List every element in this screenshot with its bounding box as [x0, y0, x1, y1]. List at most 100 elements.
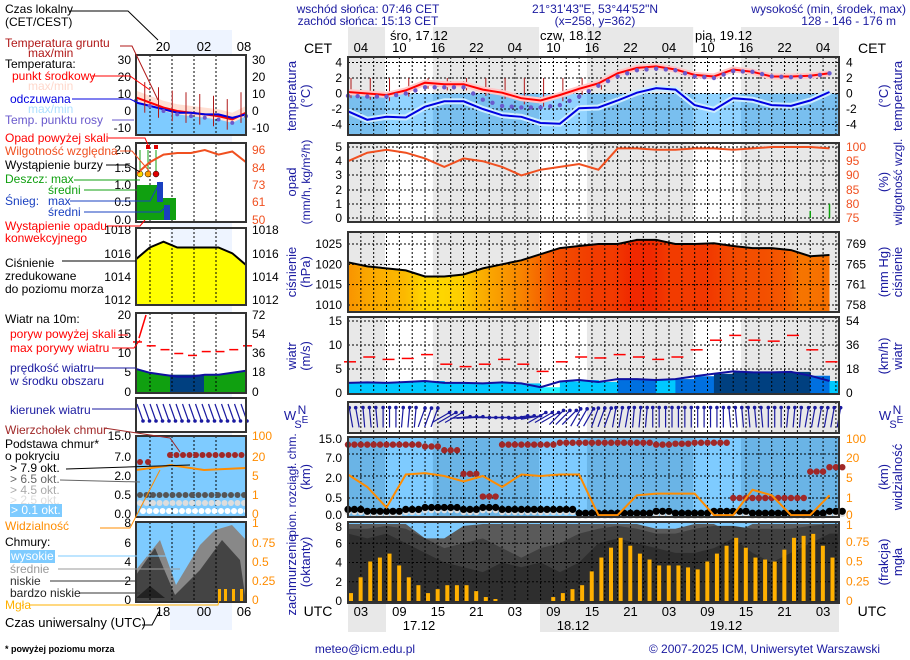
- wind-arrow: [520, 415, 541, 420]
- legend-gust-over: poryw powyżej skali: [10, 327, 117, 341]
- wind-arrow-head: [568, 408, 572, 413]
- mini-temp-tick: 30: [118, 53, 132, 67]
- mini-cloud-base-dot: [218, 508, 224, 514]
- mini-utc-tick: 18: [156, 604, 170, 619]
- mini-precip-tick: 2.0: [114, 143, 131, 157]
- cloud-base-dot: [517, 505, 525, 513]
- cloud-base-dot: [678, 509, 686, 517]
- legend-storm: Wystąpienie burzy: [5, 158, 103, 172]
- contact-email-link[interactable]: meteo@icm.edu.pl: [314, 642, 416, 656]
- dew-point-dot: [798, 74, 803, 80]
- mini-pressure-tick: 1014: [104, 270, 131, 284]
- legend-humidity: Wilgotność względna: [5, 144, 118, 158]
- wind-speed-bar: [559, 381, 580, 393]
- dew-point-dot: [576, 94, 582, 99]
- mini-wind-arrow: [155, 403, 164, 422]
- fog-tick: 0.5: [846, 555, 863, 569]
- legend-wind-speed-1: prędkość wiatru: [10, 361, 95, 375]
- cloud-top-dot: [697, 439, 705, 446]
- dew-point-dot: [711, 75, 717, 81]
- mini-cloud-top-dot: [145, 459, 151, 465]
- cloud-base-dot: [562, 505, 570, 513]
- dew-point-dot: [355, 94, 360, 99]
- cloud-extent-tick: 0.5: [325, 491, 342, 505]
- mini-dew-dot: [216, 117, 221, 122]
- fog-bar: [358, 577, 363, 601]
- cloud-top-dot: [453, 447, 461, 454]
- cloud-base-dot: [755, 509, 763, 517]
- wind-arrow: [638, 407, 642, 428]
- cloud-top-dot: [787, 494, 795, 502]
- cet-tick: 04: [508, 40, 522, 55]
- cloud-base-dot: [472, 505, 480, 513]
- wind-arrow: [555, 410, 571, 425]
- precip-tick: 5: [335, 140, 342, 154]
- mini-fog-bar: [232, 589, 235, 601]
- wind-arrow-head: [632, 405, 637, 410]
- cloud-top-dot: [665, 441, 673, 448]
- wind-arrow: [570, 408, 582, 427]
- wind-kmh-tick: 36: [846, 338, 860, 352]
- wind-arrow-head: [813, 405, 817, 410]
- mini-cloud-top-dot: [199, 452, 206, 458]
- mini-fog-bar: [240, 589, 243, 601]
- dew-point-dot: [461, 85, 466, 90]
- mini-storm-marker: [144, 170, 152, 178]
- mini-wind-arrow-head: [206, 419, 210, 423]
- fog-bar: [695, 569, 700, 601]
- cet-tick: 16: [739, 40, 753, 55]
- utc-tick: 15: [431, 604, 445, 619]
- utc-date-label: 18.12: [557, 618, 590, 633]
- cloud-base-dot: [556, 505, 564, 513]
- wind-arrow-head: [596, 406, 601, 410]
- wind-arrow: [804, 407, 810, 428]
- cloud-top-dot: [614, 439, 621, 446]
- mini-snow-max: [157, 182, 163, 202]
- compass-e: E: [897, 415, 904, 426]
- mini-wind-line: [135, 367, 247, 378]
- dew-point-dot: [442, 85, 447, 90]
- legend-leader-line: [142, 609, 161, 626]
- mini-dir-bg: [136, 398, 246, 432]
- mini-temp-tick-right: 30: [252, 53, 266, 67]
- dew-point-dot: [432, 85, 437, 90]
- copyright: © 2007-2025 ICM, Uniwersytet Warszawski: [648, 642, 880, 656]
- legend-leader-line: [100, 469, 161, 529]
- utc-tick: 03: [508, 604, 522, 619]
- wind-tick: 10: [329, 338, 343, 352]
- precip-tick: 0: [335, 211, 342, 225]
- mini-wind-arrow-head: [180, 419, 184, 423]
- legend-fog: Mgła: [5, 598, 32, 612]
- cloud-top-dot: [428, 443, 435, 450]
- legend-cloud-top: Wierzchołek chmur: [5, 423, 108, 437]
- humidity-line: [347, 146, 830, 177]
- mini-cloud-top-dot: [238, 452, 245, 458]
- mini-temp-tick-right: 10: [252, 87, 266, 101]
- cloud-base-dot: [646, 509, 654, 517]
- wind-arrow-head: [620, 405, 625, 410]
- footnote: * powyżej poziomu morza: [5, 644, 115, 654]
- wind-arrow-head: [766, 405, 771, 410]
- legend-leader-line: [70, 181, 161, 202]
- dew-point-dot: [692, 74, 697, 79]
- wind-arrow: [734, 407, 738, 428]
- temp-tick-right: -4: [846, 118, 857, 132]
- compass-w: W: [879, 408, 892, 423]
- cloud-top-dot: [730, 494, 737, 502]
- mini-cloud-base-dot: [153, 508, 159, 514]
- wind-speed-bar: [598, 381, 619, 393]
- wind-arrow: [632, 407, 635, 428]
- legend-rain: Deszcz: max: [5, 172, 74, 186]
- fog-bar: [676, 565, 681, 601]
- dew-point-dot: [538, 105, 543, 110]
- mini-cloud-top-dot: [212, 452, 219, 458]
- wind-arrow-head: [609, 406, 614, 410]
- mini-wind-arrow: [220, 403, 229, 422]
- cloud-cover-tick: 0: [335, 594, 342, 608]
- day-label: śro, 17.12: [390, 28, 448, 43]
- cloud-top-dot: [710, 439, 718, 446]
- mini-wind-arrow-head: [212, 419, 217, 423]
- fog-bar: [416, 585, 421, 601]
- wind-speed-bar: [502, 382, 522, 393]
- cloud-top-dot: [678, 440, 686, 447]
